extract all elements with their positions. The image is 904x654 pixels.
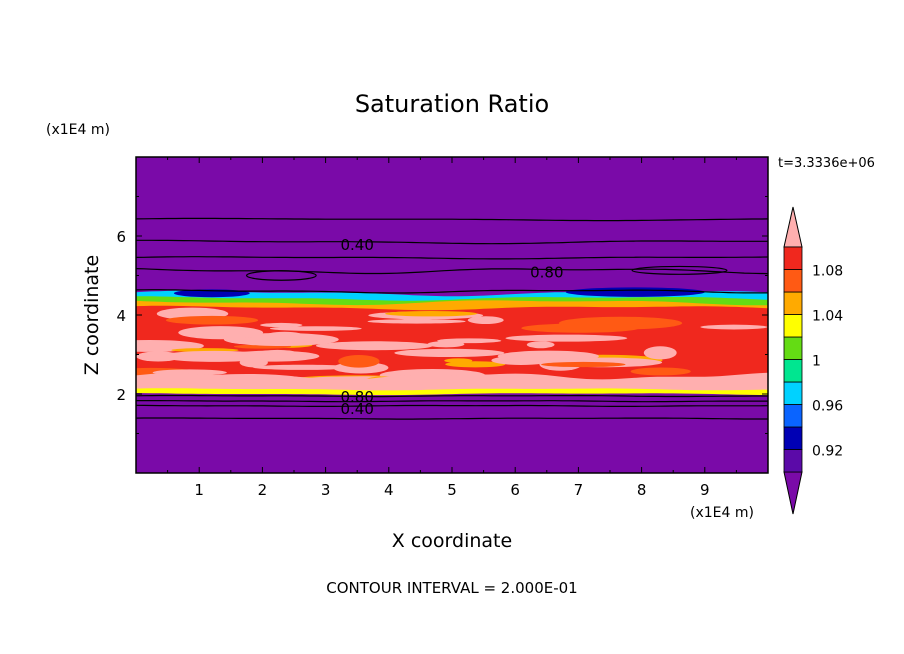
supersaturation-streak	[541, 361, 626, 368]
contour-line	[136, 404, 768, 407]
colorbar-swatch	[783, 269, 803, 293]
colorbar-under-arrow	[783, 471, 803, 515]
x-tick-label: 6	[510, 481, 520, 499]
supersaturation-streak	[315, 341, 433, 351]
x-tick-label: 7	[574, 481, 584, 499]
supersaturation-streak	[526, 341, 555, 349]
colorbar-swatch	[783, 359, 803, 383]
z-unit-label: (x1E4 m)	[46, 122, 110, 138]
contour-fill-layer	[136, 157, 768, 473]
colorbar-swatch	[783, 449, 803, 473]
colorbar-swatch	[783, 426, 803, 450]
y-tick-label: 2	[116, 386, 126, 404]
x-unit-label: (x1E4 m)	[690, 505, 754, 521]
x-tick-label: 9	[700, 481, 710, 499]
supersaturation-streak	[491, 355, 551, 366]
cloud-top-patch	[565, 287, 705, 297]
supersaturation-streak	[252, 364, 354, 370]
contour-closed-line	[631, 265, 728, 275]
x-tick-label: 2	[258, 481, 268, 499]
x-axis: 1 2 3 4 5 6 7 8 9	[167, 157, 737, 499]
contour-label: 0.40	[340, 236, 373, 254]
contour-line	[136, 289, 768, 294]
contour-line	[136, 394, 768, 398]
colorbar-tick-label: 0.96	[812, 399, 843, 415]
supersaturation-streak	[521, 323, 640, 333]
contour-label: 0.80	[530, 264, 563, 282]
contour-label: 0.40	[340, 400, 373, 418]
x-tick-label: 4	[384, 481, 394, 499]
supersaturation-streak	[385, 310, 478, 317]
contour-label: 0.80	[340, 388, 373, 406]
contour-line	[136, 400, 768, 403]
supersaturation-streak	[159, 350, 269, 362]
supersaturation-streak	[269, 326, 362, 331]
x-tick-label: 8	[637, 481, 647, 499]
contour-line	[136, 256, 768, 260]
cloud-band	[136, 387, 768, 396]
supersaturation-streak	[165, 315, 259, 325]
y-axis: 2 4 6	[116, 196, 768, 434]
colorbar-swatch	[783, 246, 803, 270]
contour-lines	[136, 217, 768, 420]
colorbar: 0.92 0.96 1 1.04 1.08	[783, 206, 843, 515]
colorbar-swatch	[783, 291, 803, 315]
y-tick-label: 4	[116, 307, 126, 325]
colorbar-tick-label: 1.04	[812, 309, 843, 325]
contour-labels: 0.400.800.800.40	[340, 236, 563, 418]
cloud-base-edge	[136, 390, 768, 394]
supersaturation-streak	[338, 354, 380, 368]
contour-line	[136, 417, 768, 420]
supersaturation-streak	[394, 348, 505, 358]
chart-title: Saturation Ratio	[355, 90, 549, 118]
supersaturation-streak	[367, 319, 466, 324]
supersaturation-streak	[445, 361, 506, 368]
x-tick-label: 3	[321, 481, 331, 499]
y-tick-label: 6	[116, 228, 126, 246]
supersaturation-streak	[505, 334, 628, 342]
contour-line	[136, 268, 768, 275]
supersaturation-streak	[467, 316, 504, 325]
supersaturation-streak	[178, 326, 264, 340]
supersaturation-streak	[260, 322, 303, 328]
x-axis-label: X coordinate	[392, 530, 512, 552]
contour-closed-line	[245, 270, 317, 281]
contour-interval-footer: CONTOUR INTERVAL = 2.000E-01	[326, 579, 577, 597]
x-tick-label: 5	[447, 481, 457, 499]
x-tick-label: 1	[194, 481, 204, 499]
colorbar-swatch	[783, 314, 803, 338]
colorbar-swatch	[783, 336, 803, 360]
cloud-base-zone	[136, 372, 768, 391]
supersaturation-streak	[630, 367, 691, 376]
supersaturation-streak	[643, 346, 677, 360]
colorbar-swatch	[783, 381, 803, 405]
contour-line	[136, 217, 768, 222]
time-label: t=3.3336e+06	[778, 156, 875, 171]
contour-line	[136, 239, 768, 245]
colorbar-swatch	[783, 404, 803, 428]
colorbar-tick-label: 1	[812, 354, 821, 370]
y-axis-label: Z coordinate	[81, 255, 103, 375]
colorbar-over-arrow	[783, 206, 803, 248]
supersaturation-streak	[437, 338, 502, 344]
supersaturation-streak	[700, 324, 768, 330]
colorbar-tick-label: 0.92	[812, 444, 843, 460]
colorbar-tick-label: 1.08	[812, 264, 843, 280]
